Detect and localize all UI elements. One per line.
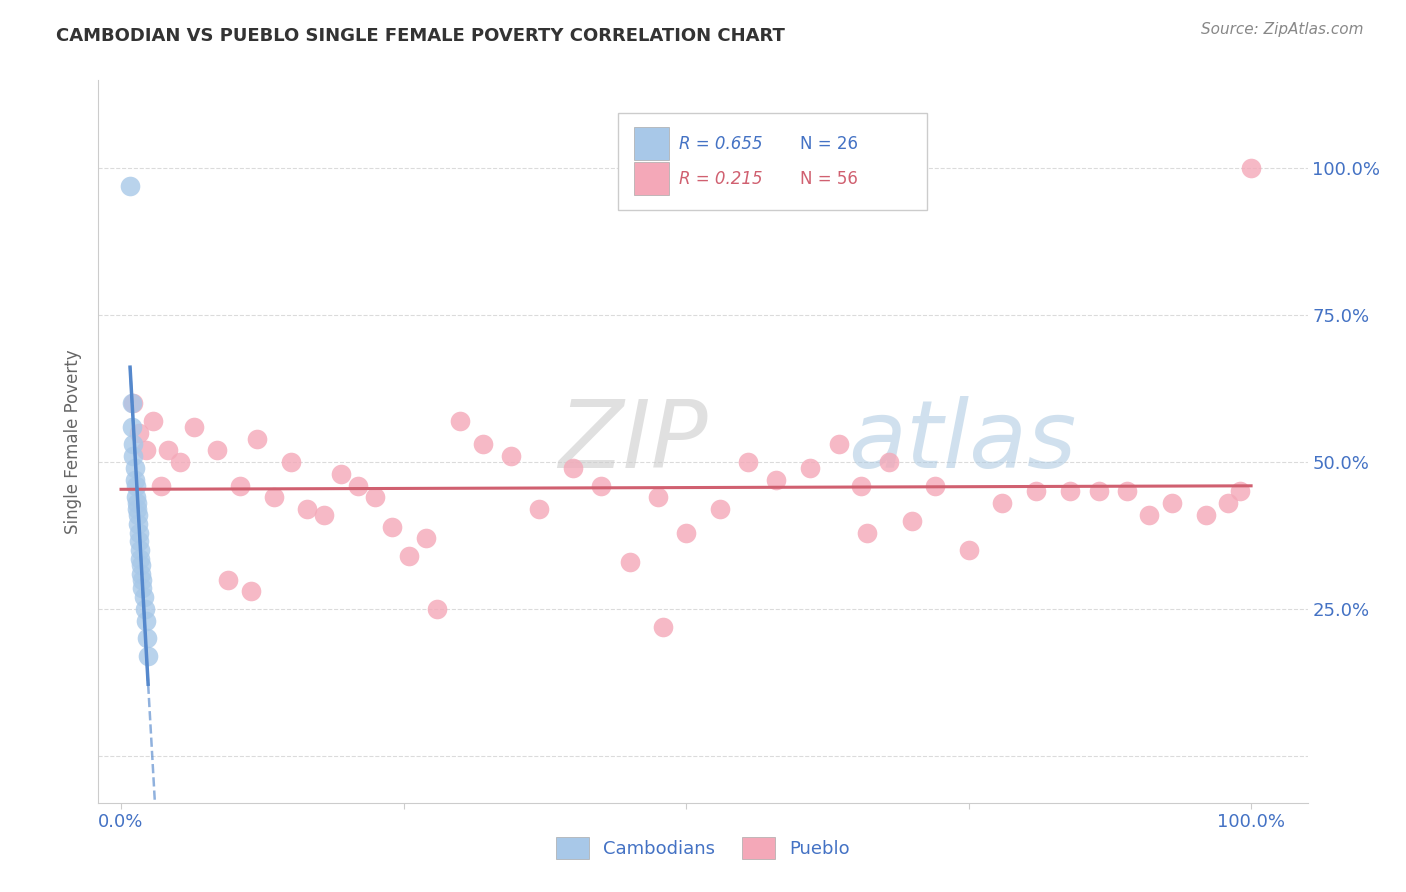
Point [1240,161,1263,176]
Point [134,602,156,616]
Point [314,508,336,522]
Point [1161,496,1184,510]
Point [1115,484,1137,499]
Point [415,532,437,546]
Text: ZIP: ZIP [558,396,707,487]
Point [330,467,353,481]
Point [280,455,302,469]
Point [675,525,697,540]
Point [709,502,731,516]
Point [131,566,153,581]
Point [1025,484,1047,499]
Point [1195,508,1218,522]
Text: atlas: atlas [848,396,1077,487]
Point [901,514,924,528]
Point [240,584,263,599]
Point [879,455,901,469]
Point [1137,508,1160,522]
Point [131,573,153,587]
Point [957,543,980,558]
Point [136,648,159,663]
Point [131,582,153,596]
Point [799,461,821,475]
Point [1229,484,1251,499]
Point [217,573,239,587]
Point [364,491,387,505]
Point [135,614,157,628]
Text: N = 56: N = 56 [800,169,858,187]
Point [619,555,641,569]
Point [142,414,165,428]
Point [647,491,669,505]
Point [124,473,146,487]
Point [924,478,946,492]
Point [183,420,205,434]
Point [125,496,148,510]
Point [449,414,471,428]
Point [1218,496,1240,510]
Point [169,455,191,469]
Point [131,558,153,572]
Point [122,437,145,451]
Point [128,525,150,540]
Point [246,432,269,446]
Point [135,443,157,458]
Point [652,619,675,633]
Point [398,549,420,563]
Point [297,502,319,516]
Y-axis label: Single Female Poverty: Single Female Poverty [65,350,83,533]
Point [127,516,149,531]
Point [381,519,404,533]
FancyBboxPatch shape [634,128,669,161]
Point [499,449,522,463]
Point [132,591,155,605]
Point [127,508,149,522]
Point [991,496,1014,510]
Point [129,552,152,566]
FancyBboxPatch shape [634,162,669,195]
Point [205,443,228,458]
Point [263,491,285,505]
Legend: Cambodians, Pueblo: Cambodians, Pueblo [548,830,858,866]
Point [562,461,585,475]
Point [120,179,142,194]
Point [851,478,873,492]
Point [527,502,550,516]
Point [856,525,879,540]
Point [157,443,180,458]
Point [737,455,759,469]
Text: Source: ZipAtlas.com: Source: ZipAtlas.com [1201,22,1364,37]
Point [136,632,159,646]
Point [471,437,494,451]
Point [129,543,152,558]
Point [121,420,143,434]
Text: R = 0.215: R = 0.215 [679,169,762,187]
Point [125,478,148,492]
Point [426,602,449,616]
Text: N = 26: N = 26 [800,135,858,153]
Point [121,396,143,410]
Text: R = 0.655: R = 0.655 [679,135,762,153]
Point [1059,484,1081,499]
Point [128,425,150,440]
Point [347,478,370,492]
Point [1087,484,1109,499]
Point [125,502,148,516]
Text: CAMBODIAN VS PUEBLO SINGLE FEMALE POVERTY CORRELATION CHART: CAMBODIAN VS PUEBLO SINGLE FEMALE POVERT… [56,27,785,45]
Point [125,491,148,505]
Point [591,478,613,492]
Point [128,534,150,549]
Point [122,449,145,463]
Point [765,473,787,487]
Point [149,478,172,492]
FancyBboxPatch shape [619,112,927,211]
Point [827,437,849,451]
Point [228,478,250,492]
Point [124,461,146,475]
Point [122,396,145,410]
